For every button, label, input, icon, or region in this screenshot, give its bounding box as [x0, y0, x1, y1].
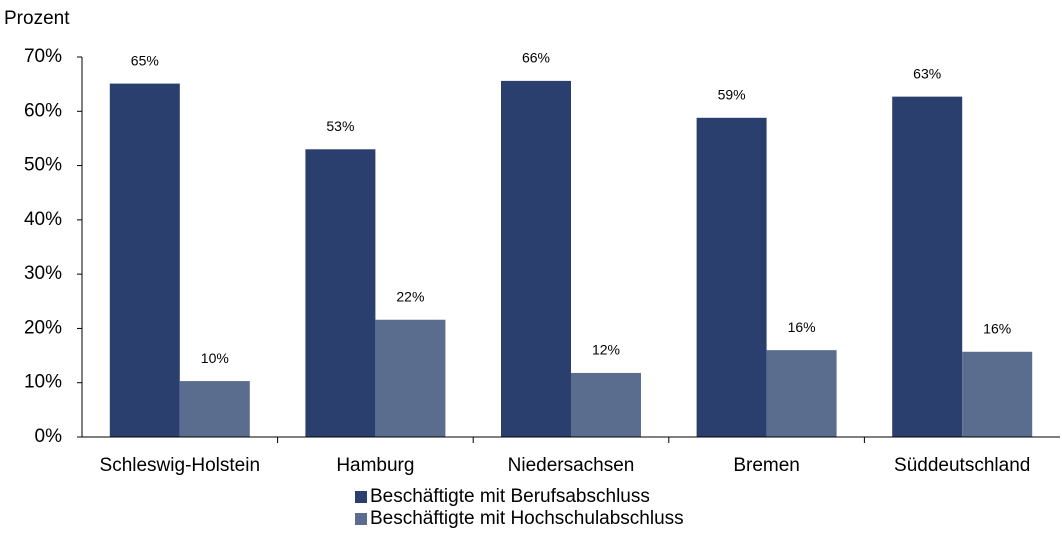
y-tick-label: 10% — [24, 372, 62, 393]
x-tick-label: Bremen — [733, 455, 800, 476]
bar — [696, 117, 767, 438]
bar — [766, 350, 837, 437]
legend-swatch — [355, 513, 367, 525]
value-label: 16% — [983, 320, 1011, 336]
value-label: 22% — [396, 288, 424, 304]
x-tick-label: Süddeutschland — [894, 455, 1030, 476]
legend-swatch — [355, 491, 367, 503]
bar — [109, 83, 180, 437]
value-label: 53% — [326, 118, 354, 134]
bar — [962, 351, 1033, 437]
bar — [892, 96, 963, 437]
value-label: 12% — [592, 342, 620, 358]
legend-label: Beschäftigte mit Berufsabschluss — [370, 486, 650, 507]
bar — [375, 319, 446, 437]
bar — [305, 149, 376, 438]
y-tick-label: 40% — [24, 209, 62, 230]
y-tick-label: 30% — [24, 263, 62, 284]
x-tick-label: Hamburg — [336, 455, 414, 476]
y-tick-label: 0% — [35, 426, 63, 447]
bar — [501, 80, 571, 437]
y-tick-label: 50% — [24, 155, 62, 176]
y-tick-label: 70% — [24, 46, 62, 67]
legend-label: Beschäftigte mit Hochschulabschluss — [370, 508, 684, 529]
value-label: 65% — [131, 52, 159, 68]
x-tick-label: Niedersachsen — [508, 455, 635, 476]
y-tick-label: 60% — [24, 100, 62, 121]
value-label: 59% — [718, 87, 746, 103]
value-label: 63% — [913, 65, 941, 81]
bar — [179, 381, 250, 437]
x-tick-label: Schleswig-Holstein — [100, 455, 261, 476]
y-tick-label: 20% — [24, 317, 62, 338]
value-label: 16% — [788, 319, 816, 335]
y-axis-label: Prozent — [4, 8, 70, 29]
bar — [571, 372, 641, 437]
value-label: 10% — [201, 350, 229, 366]
value-label: 66% — [522, 50, 550, 66]
